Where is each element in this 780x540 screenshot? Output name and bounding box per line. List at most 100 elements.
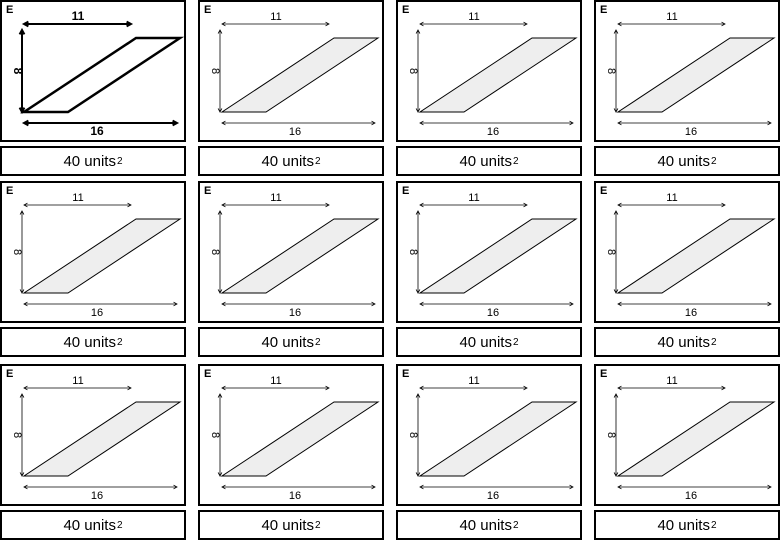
parallelogram-shape [220, 401, 380, 477]
base-length-label: 16 [289, 490, 301, 502]
parallelogram-shape [616, 218, 776, 294]
problem-card: E 11 8 16 [198, 0, 384, 142]
height-label: 8 [605, 432, 617, 438]
height-dimension-arrow [18, 27, 26, 115]
problem-card: E 11 8 16 [594, 181, 780, 323]
base-dimension-arrow [21, 119, 180, 127]
top-dimension-arrow [617, 385, 726, 391]
top-length-label: 11 [468, 375, 479, 387]
answer-box: 40 units 2 [594, 146, 780, 176]
base-dimension-arrow [23, 301, 178, 307]
base-dimension-arrow [221, 301, 376, 307]
base-dimension-arrow [617, 120, 772, 126]
answer-box: 40 units 2 [198, 327, 384, 357]
base-dimension-arrow [221, 120, 376, 126]
parallelogram-diagram: 11 8 16 [605, 11, 776, 138]
height-dimension-arrow [613, 210, 619, 294]
height-dimension-arrow [217, 29, 223, 113]
base-length-label: 16 [487, 126, 499, 138]
problem-card: E 11 8 16 [594, 0, 780, 142]
height-dimension-arrow [19, 393, 25, 477]
base-length-label: 16 [91, 490, 103, 502]
top-length-label: 11 [468, 11, 479, 23]
answer-exponent: 2 [512, 336, 519, 348]
answer-box: 40 units 2 [594, 510, 780, 540]
base-length-label: 16 [685, 490, 697, 502]
card-letter: E [600, 4, 608, 16]
answer-exponent: 2 [314, 336, 321, 348]
problem-card: E 11 8 16 [396, 364, 582, 506]
answer-exponent: 2 [116, 336, 123, 348]
answer-exponent: 2 [710, 519, 717, 531]
height-dimension-arrow [415, 210, 421, 294]
height-label: 8 [11, 249, 23, 255]
top-dimension-arrow [419, 202, 528, 208]
top-dimension-arrow [23, 385, 132, 391]
problem-card: E 11 8 16 [594, 364, 780, 506]
base-dimension-arrow [617, 301, 772, 307]
answer-exponent: 2 [710, 336, 717, 348]
problem-card: E 11 8 16 [0, 181, 186, 323]
parallelogram-shape [19, 36, 185, 114]
parallelogram-shape [22, 401, 182, 477]
parallelogram-shape [220, 37, 380, 113]
height-dimension-arrow [217, 210, 223, 294]
answer-box: 40 units 2 [0, 146, 186, 176]
height-label: 8 [11, 432, 23, 438]
top-length-label: 11 [468, 192, 479, 204]
answer-value: 40 units [63, 516, 116, 534]
problem-card: E 11 8 16 [396, 181, 582, 323]
answer-box: 40 units 2 [396, 327, 582, 357]
card-letter: E [600, 185, 608, 197]
answer-value: 40 units [459, 333, 512, 351]
height-label: 8 [209, 432, 221, 438]
top-dimension-arrow [419, 21, 528, 27]
height-label: 8 [605, 249, 617, 255]
parallelogram-shape [616, 37, 776, 113]
parallelogram-shape [418, 401, 578, 477]
parallelogram-diagram: 11 8 16 [605, 192, 776, 319]
answer-value: 40 units [261, 152, 314, 170]
height-dimension-arrow [415, 393, 421, 477]
base-length-label: 16 [91, 307, 103, 319]
answer-value: 40 units [657, 333, 710, 351]
parallelogram-shape [418, 218, 578, 294]
card-letter: E [600, 368, 608, 380]
top-length-label: 11 [270, 192, 281, 204]
base-dimension-arrow [419, 484, 574, 490]
card-letter: E [402, 4, 410, 16]
parallelogram-diagram: 11 8 16 [407, 192, 578, 319]
top-dimension-arrow [21, 20, 134, 28]
answer-box: 40 units 2 [198, 146, 384, 176]
answer-value: 40 units [261, 516, 314, 534]
top-dimension-arrow [23, 202, 132, 208]
parallelogram-diagram: 11 8 16 [407, 375, 578, 502]
parallelogram-diagram: 11 8 16 [11, 9, 185, 138]
height-dimension-arrow [613, 393, 619, 477]
answer-box: 40 units 2 [198, 510, 384, 540]
parallelogram-shape [22, 218, 182, 294]
problem-card: E 11 8 16 [0, 364, 186, 506]
base-dimension-arrow [419, 120, 574, 126]
base-length-label: 16 [487, 490, 499, 502]
answer-value: 40 units [459, 516, 512, 534]
answer-exponent: 2 [710, 155, 717, 167]
parallelogram-diagram: 11 8 16 [407, 11, 578, 138]
base-length-label: 16 [90, 124, 104, 138]
answer-exponent: 2 [116, 155, 123, 167]
top-dimension-arrow [617, 21, 726, 27]
answer-box: 40 units 2 [0, 327, 186, 357]
top-length-label: 11 [666, 192, 677, 204]
answer-exponent: 2 [512, 519, 519, 531]
top-dimension-arrow [221, 21, 330, 27]
problem-card: E 11 8 16 [396, 0, 582, 142]
answer-value: 40 units [63, 333, 116, 351]
height-label: 8 [209, 68, 221, 74]
base-length-label: 16 [289, 307, 301, 319]
top-length-label: 11 [666, 375, 677, 387]
top-length-label: 11 [270, 11, 281, 23]
answer-box: 40 units 2 [0, 510, 186, 540]
height-dimension-arrow [415, 29, 421, 113]
problem-card: E 11 8 16 [198, 364, 384, 506]
